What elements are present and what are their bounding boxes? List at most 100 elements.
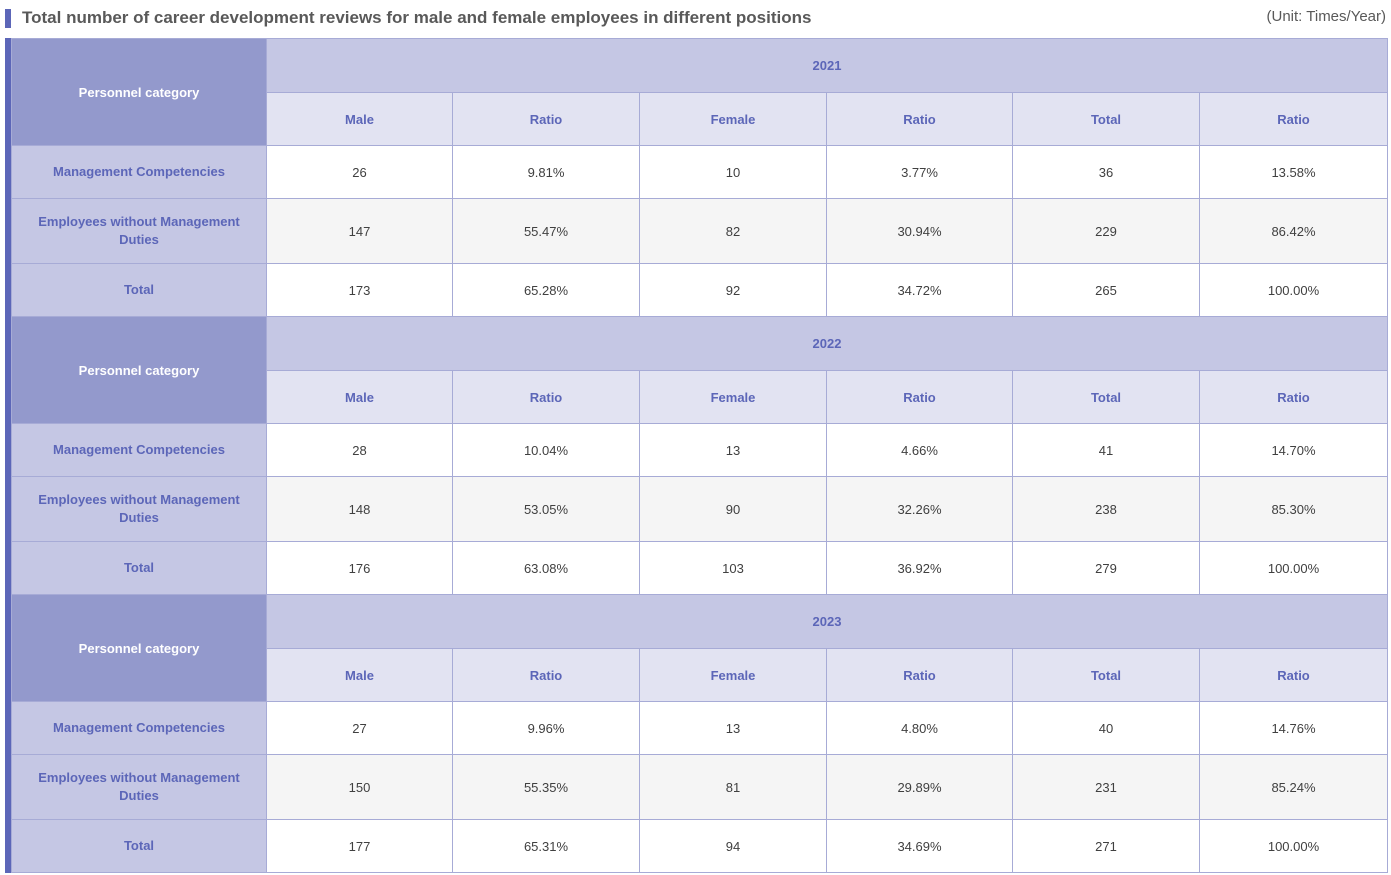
year-header-row: Personnel category 2021 — [11, 38, 1389, 146]
personnel-category-header: Personnel category — [11, 316, 267, 424]
row-label: Total — [11, 819, 267, 873]
table-cell: 150 — [266, 754, 453, 820]
table-cell: 55.35% — [452, 754, 640, 820]
table-cell: 4.80% — [826, 701, 1013, 755]
table-cell: 82 — [639, 198, 827, 264]
row-label: Management Competencies — [11, 145, 267, 199]
column-header-row: Male Ratio Female Ratio Total Ratio — [12, 370, 1389, 424]
column-header: Male — [266, 92, 453, 146]
column-header: Ratio — [826, 370, 1013, 424]
table-cell: 103 — [639, 541, 827, 595]
year-header: 2021 — [265, 38, 1389, 93]
table-cell: 148 — [266, 476, 453, 542]
table-cell: 36 — [1012, 145, 1200, 199]
row-label: Management Competencies — [11, 423, 267, 477]
table-row: Management Competencies 28 10.04% 13 4.66% 41… — [11, 423, 1389, 477]
table-cell: 26 — [266, 145, 453, 199]
column-header: Ratio — [826, 648, 1013, 702]
column-header: Male — [266, 648, 453, 702]
table-row: Management Competencies 26 9.81% 10 3.77% 36 1… — [11, 145, 1389, 199]
table-cell: 92 — [639, 263, 827, 317]
table-cell: 14.70% — [1198, 423, 1389, 477]
table-cell: 3.77% — [826, 145, 1013, 199]
table-cell: 86.42% — [1198, 198, 1389, 264]
row-label: Employees without Management Duties — [11, 754, 267, 820]
table-cell: 27 — [266, 701, 453, 755]
table-cell: 13 — [639, 423, 827, 477]
personnel-category-header: Personnel category — [11, 38, 267, 146]
table-row: Total 173 65.28% 92 34.72% 265 100.00% — [11, 263, 1389, 317]
column-header: Ratio — [452, 92, 640, 146]
table-cell: 28 — [266, 423, 453, 477]
column-header: Female — [639, 92, 827, 146]
table-cell: 4.66% — [826, 423, 1013, 477]
table-cell: 147 — [266, 198, 453, 264]
table-cell: 231 — [1012, 754, 1200, 820]
table-cell: 29.89% — [826, 754, 1013, 820]
column-header: Male — [266, 370, 453, 424]
column-header: Ratio — [1198, 370, 1389, 424]
table-cell: 265 — [1012, 263, 1200, 317]
table-cell: 85.30% — [1198, 476, 1389, 542]
table-cell: 279 — [1012, 541, 1200, 595]
table-cell: 14.76% — [1198, 701, 1389, 755]
table-cell: 100.00% — [1198, 819, 1389, 873]
title-accent-bar — [5, 9, 11, 28]
row-label: Total — [11, 263, 267, 317]
column-header: Total — [1012, 648, 1200, 702]
table-cell: 100.00% — [1198, 541, 1389, 595]
row-label: Employees without Management Duties — [11, 198, 267, 264]
table-cell: 177 — [266, 819, 453, 873]
year-header-row: Personnel category 2022 — [11, 316, 1389, 424]
year-header: 2023 — [265, 594, 1389, 649]
year-header-row: Personnel category 2023 — [11, 594, 1389, 702]
table-cell: 85.24% — [1198, 754, 1389, 820]
reviews-table-container: Personnel category 2021 Male Ratio Female Rat… — [5, 38, 1389, 873]
table-cell: 10.04% — [452, 423, 640, 477]
table-cell: 30.94% — [826, 198, 1013, 264]
column-header: Total — [1012, 92, 1200, 146]
unit-note: (Unit: Times/Year) — [1266, 8, 1386, 25]
table-row: Total 176 63.08% 103 36.92% 279 100.00% — [11, 541, 1389, 595]
row-label: Total — [11, 541, 267, 595]
table-cell: 40 — [1012, 701, 1200, 755]
table-cell: 55.47% — [452, 198, 640, 264]
table-row: Total 177 65.31% 94 34.69% 271 100.00% — [11, 819, 1389, 873]
table-row: Employees without Management Duties 147 55… — [11, 198, 1389, 264]
column-header: Female — [639, 370, 827, 424]
row-label: Management Competencies — [11, 701, 267, 755]
table-cell: 32.26% — [826, 476, 1013, 542]
table-cell: 65.28% — [452, 263, 640, 317]
column-header: Ratio — [452, 370, 640, 424]
column-header: Ratio — [826, 92, 1013, 146]
table-cell: 13.58% — [1198, 145, 1389, 199]
table-cell: 36.92% — [826, 541, 1013, 595]
table-cell: 100.00% — [1198, 263, 1389, 317]
row-label: Employees without Management Duties — [11, 476, 267, 542]
table-cell: 63.08% — [452, 541, 640, 595]
column-header: Ratio — [1198, 648, 1389, 702]
table-header: Total number of career development revie… — [0, 0, 1391, 36]
table-row: Management Competencies 27 9.96% 13 4.80% 40 1… — [11, 701, 1389, 755]
table-cell: 238 — [1012, 476, 1200, 542]
table-cell: 173 — [266, 263, 453, 317]
column-header-row: Male Ratio Female Ratio Total Ratio — [12, 648, 1389, 702]
personnel-category-header: Personnel category — [11, 594, 267, 702]
column-header: Ratio — [452, 648, 640, 702]
reviews-table: Personnel category 2021 Male Ratio Female Rat… — [11, 38, 1389, 873]
table-cell: 229 — [1012, 198, 1200, 264]
table-row: Employees without Management Duties 148 53… — [11, 476, 1389, 542]
table-cell: 41 — [1012, 423, 1200, 477]
table-cell: 9.96% — [452, 701, 640, 755]
column-header: Ratio — [1198, 92, 1389, 146]
page-title: Total number of career development revie… — [22, 8, 812, 27]
table-cell: 9.81% — [452, 145, 640, 199]
year-header: 2022 — [265, 316, 1389, 371]
table-cell: 65.31% — [452, 819, 640, 873]
column-header: Total — [1012, 370, 1200, 424]
table-cell: 81 — [639, 754, 827, 820]
table-cell: 53.05% — [452, 476, 640, 542]
column-header-row: Male Ratio Female Ratio Total Ratio — [12, 92, 1389, 146]
table-cell: 271 — [1012, 819, 1200, 873]
table-cell: 34.72% — [826, 263, 1013, 317]
